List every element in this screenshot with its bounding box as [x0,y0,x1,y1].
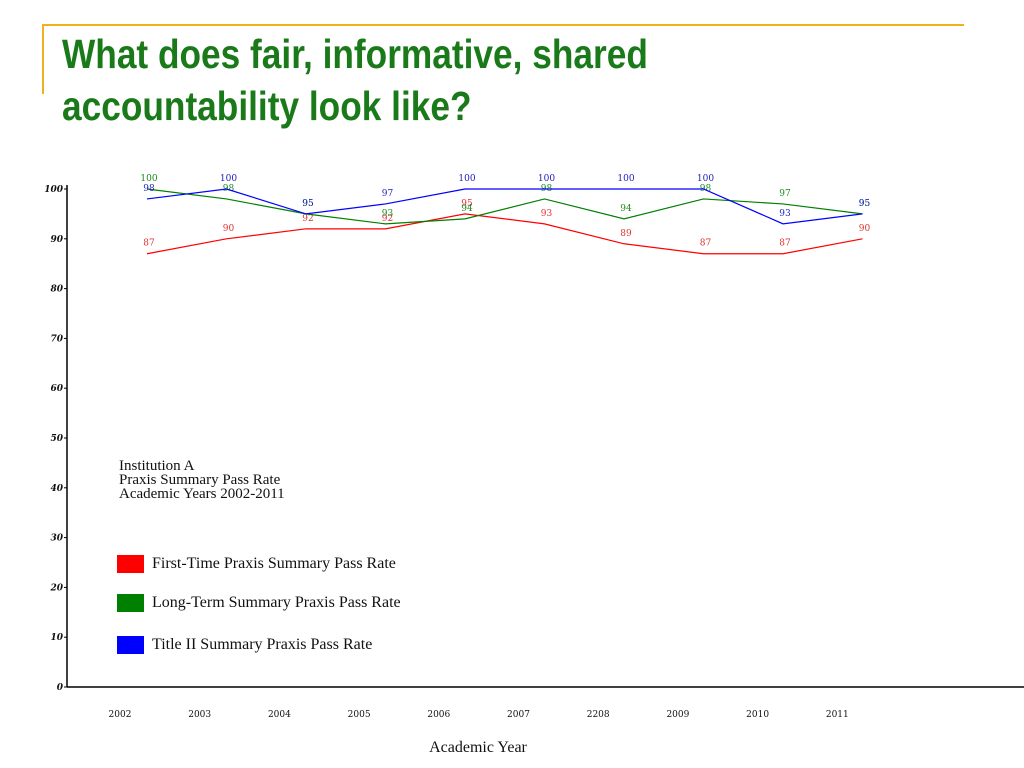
y-tick-label: 80 [50,285,63,295]
data-label: 100 [458,174,475,184]
data-label: 93 [382,209,394,219]
legend-swatch-blue [117,636,144,654]
x-tick-label: 2011 [826,710,849,720]
y-tick-label: 40 [50,484,63,494]
legend-label: Title II Summary Praxis Pass Rate [152,636,373,653]
data-label: 93 [779,209,791,219]
data-label: 87 [143,239,155,249]
series-line-2 [146,188,863,225]
data-label: 100 [697,174,714,184]
legend-item-title-ii: Title II Summary Praxis Pass Rate [117,635,372,655]
data-label: 90 [223,224,235,234]
slide-title: What does fair, informative, shared acco… [62,31,648,129]
data-label: 95 [302,199,314,209]
x-tick-label: 2005 [348,710,371,720]
data-label: 90 [859,224,871,234]
x-tick-label: 2002 [109,710,132,720]
data-label: 92 [382,214,393,224]
y-tick-label: 50 [50,434,63,444]
x-tick-label: 2010 [746,710,769,720]
y-tick-label: 100 [44,185,64,195]
data-label: 100 [617,174,634,184]
x-axis-title: Academic Year [429,739,527,756]
x-tick-label: 2009 [666,710,689,720]
data-label: 95 [302,199,314,209]
y-tick-label: 90 [50,235,63,245]
x-tick-label: 2003 [188,710,211,720]
legend-swatch-red [117,555,144,573]
y-tick-label: 60 [50,384,63,394]
data-label: 100 [140,174,157,184]
y-tick-label: 30 [50,534,63,544]
chart-annotation: Institution A Praxis Summary Pass Rate A… [119,458,285,502]
data-label: 94 [461,204,473,214]
y-tick-label: 20 [49,583,63,593]
legend-item-first-time: First-Time Praxis Summary Pass Rate [117,554,396,574]
legend-item-long-term: Long-Term Summary Praxis Pass Rate [117,593,401,613]
x-tick-label: 2007 [507,710,530,720]
data-label: 98 [700,184,712,194]
data-label: 100 [538,174,555,184]
annotation-line-3: Academic Years 2002-2011 [119,486,285,502]
data-label: 89 [620,229,632,239]
data-label: 94 [620,204,632,214]
title-accent-bar [42,24,44,94]
data-label: 92 [302,214,313,224]
title-accent-line [42,24,964,26]
annotation-line-2: Praxis Summary Pass Rate [119,472,281,488]
data-label: 97 [382,189,394,199]
series-line-1 [146,213,863,255]
annotation-line-1: Institution A [119,458,195,474]
y-tick-label: 10 [50,633,63,643]
x-tick-label: 2208 [587,710,610,720]
x-tick-label: 2006 [427,710,450,720]
series-line-3 [146,188,863,225]
data-label: 93 [541,209,553,219]
legend-label: First-Time Praxis Summary Pass Rate [152,555,396,572]
data-label: 98 [223,184,235,194]
y-tick-label: 0 [57,683,64,693]
data-label: 97 [779,189,791,199]
data-label: 95 [859,199,871,209]
legend-label: Long-Term Summary Praxis Pass Rate [152,594,401,611]
data-label: 87 [700,239,712,249]
data-label: 100 [220,174,237,184]
data-label: 95 [461,199,473,209]
legend-swatch-green [117,594,144,612]
data-label: 87 [779,239,791,249]
x-tick-label: 2004 [268,710,291,720]
data-label: 95 [859,199,871,209]
y-tick-label: 70 [50,334,63,344]
data-label: 98 [143,184,155,194]
